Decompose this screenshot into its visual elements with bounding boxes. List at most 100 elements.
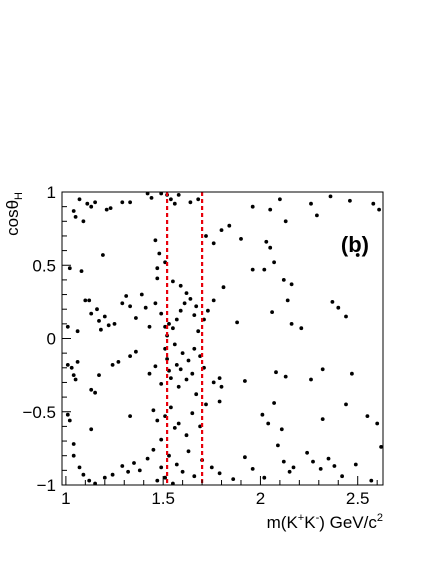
data-point xyxy=(124,294,129,298)
data-point xyxy=(110,472,115,477)
x-tick-label: 1 xyxy=(61,489,70,508)
data-point xyxy=(279,427,284,432)
data-point xyxy=(172,426,177,430)
data-point xyxy=(355,253,360,257)
data-point xyxy=(73,377,78,382)
data-point xyxy=(104,207,109,212)
data-point xyxy=(305,450,309,455)
data-point xyxy=(67,418,72,423)
data-point xyxy=(176,384,181,389)
x-tick-label: 2 xyxy=(256,489,265,508)
data-point xyxy=(206,308,210,313)
data-point xyxy=(85,201,90,206)
data-point xyxy=(190,371,195,376)
data-point xyxy=(137,468,142,473)
data-point xyxy=(93,390,97,395)
data-point xyxy=(260,412,265,417)
data-point xyxy=(239,237,243,241)
data-point xyxy=(204,402,208,407)
data-point xyxy=(83,298,88,303)
data-point xyxy=(159,465,164,470)
x-axis-title: m(K+K-) GeV/c2 xyxy=(267,512,383,532)
data-point xyxy=(153,238,158,243)
data-point xyxy=(128,304,133,309)
data-point xyxy=(192,474,197,479)
y-tick-label: −1 xyxy=(37,476,56,495)
data-point xyxy=(235,320,240,325)
data-point xyxy=(134,349,138,354)
data-point xyxy=(272,260,276,265)
data-point xyxy=(120,464,125,468)
data-point xyxy=(178,367,183,372)
y-tick-label: 0.5 xyxy=(32,256,56,275)
data-point xyxy=(326,456,331,461)
data-point xyxy=(192,346,197,351)
data-point xyxy=(151,408,156,413)
data-point xyxy=(126,469,130,474)
data-point xyxy=(169,197,173,202)
data-point xyxy=(97,319,101,323)
data-point xyxy=(184,377,189,382)
data-point xyxy=(283,219,288,224)
data-point xyxy=(340,474,344,479)
data-point xyxy=(243,379,247,383)
data-point xyxy=(167,322,171,326)
data-point xyxy=(287,469,292,474)
data-point xyxy=(262,475,267,480)
data-point xyxy=(178,308,183,313)
data-point xyxy=(285,298,290,303)
data-point xyxy=(153,301,158,306)
data-point xyxy=(99,327,103,332)
data-point xyxy=(101,253,105,257)
data-point xyxy=(149,196,154,200)
data-point xyxy=(365,414,370,418)
data-point xyxy=(268,207,273,212)
data-point xyxy=(266,421,271,426)
data-point xyxy=(190,411,195,416)
data-point xyxy=(71,453,76,458)
data-point xyxy=(163,475,168,480)
data-point xyxy=(87,478,92,483)
data-point xyxy=(250,267,255,272)
data-point xyxy=(336,305,341,310)
data-point xyxy=(174,363,179,367)
data-point xyxy=(159,311,164,316)
data-point xyxy=(268,245,273,250)
data-point xyxy=(309,201,313,206)
data-point xyxy=(155,478,160,483)
data-point xyxy=(65,412,70,417)
data-point xyxy=(180,351,185,355)
data-point xyxy=(79,269,84,273)
data-point xyxy=(320,367,325,372)
y-tick-label: −0.5 xyxy=(22,403,56,422)
data-point xyxy=(102,475,107,480)
y-tick-label: 0 xyxy=(47,330,56,349)
data-point xyxy=(231,477,236,481)
data-point xyxy=(180,469,185,474)
data-point xyxy=(219,228,224,233)
data-point xyxy=(65,324,70,329)
data-point xyxy=(217,399,222,404)
data-point xyxy=(377,207,381,212)
data-point xyxy=(178,283,183,288)
data-point xyxy=(89,427,94,432)
data-point xyxy=(145,456,150,461)
data-point xyxy=(182,301,187,306)
data-point xyxy=(128,200,133,205)
data-point xyxy=(289,282,294,287)
data-point xyxy=(188,297,193,301)
data-point xyxy=(95,307,99,312)
data-point xyxy=(344,314,348,319)
data-point xyxy=(211,298,216,303)
data-point xyxy=(344,402,348,407)
data-point xyxy=(171,326,175,331)
data-point xyxy=(75,329,80,334)
data-point xyxy=(350,371,354,376)
data-point xyxy=(219,384,224,389)
data-point xyxy=(318,467,323,471)
data-point xyxy=(128,414,133,418)
data-point xyxy=(194,304,199,309)
data-point xyxy=(227,223,232,228)
data-point xyxy=(315,213,319,218)
